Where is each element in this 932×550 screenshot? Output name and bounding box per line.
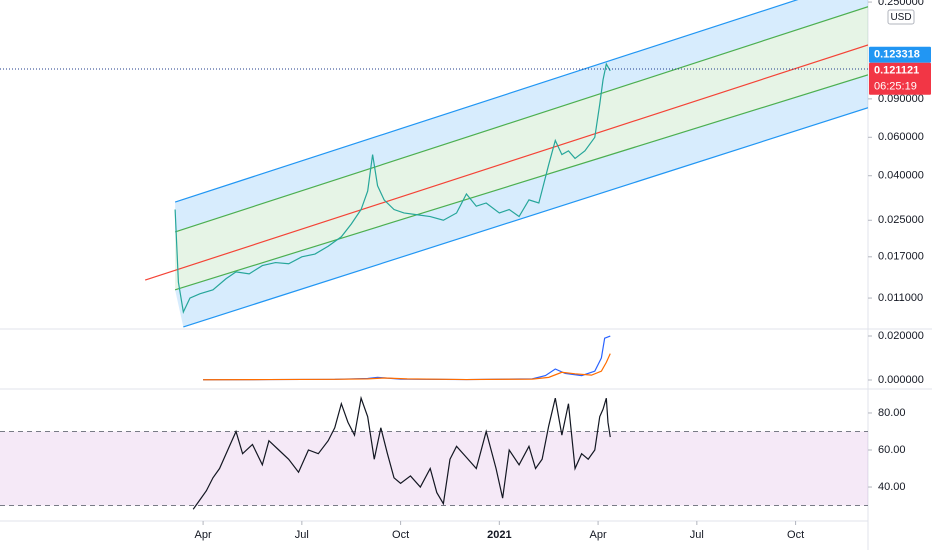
currency-label: USD [890,12,911,23]
series-line [174,0,799,203]
series-line [192,395,611,510]
y-tick-label: 0.011000 [878,292,923,304]
series-line [174,74,868,291]
currency-box[interactable] [887,9,915,25]
y-tick-label: 80.00 [878,407,906,419]
x-tick-label: Jul [690,529,704,541]
x-tick-label: Apr [195,529,212,541]
y-tick-label: 0.040000 [878,170,924,182]
series-line [144,44,868,281]
channel-fill [175,74,868,327]
y-tick-label: 0.250000 [878,0,924,8]
series-line [203,335,611,381]
channel-fill [175,6,868,290]
y-tick-label: 0.020000 [878,330,924,342]
x-tick-label: 2021 [487,529,511,541]
series-line [174,62,611,314]
series-line [174,6,868,233]
pane [0,395,868,510]
y-tick-label: 0.060000 [878,131,924,143]
y-tick-label: 0.017000 [878,251,924,263]
x-tick-label: Oct [392,529,409,541]
countdown-label: 06:25:19 [874,81,917,93]
series-line [183,107,868,328]
pane [144,0,868,328]
price-label: 0.123318 [874,49,920,61]
y-tick-label: 0.025000 [878,214,924,226]
price-label-box [869,46,931,63]
y-tick-label: 40.00 [878,481,906,493]
y-tick-label: 0.000000 [878,374,924,386]
x-tick-label: Jul [295,529,309,541]
rsi-band [0,431,868,506]
pane [203,335,611,381]
price-label: 0.121121 [874,65,919,77]
channel-fill [175,0,868,232]
price-label-box [869,62,931,95]
y-tick-label: 60.00 [878,444,906,456]
series-line [203,353,611,381]
y-tick-label: 0.090000 [878,93,924,105]
x-tick-label: Oct [787,529,804,541]
x-tick-label: Apr [590,529,607,541]
